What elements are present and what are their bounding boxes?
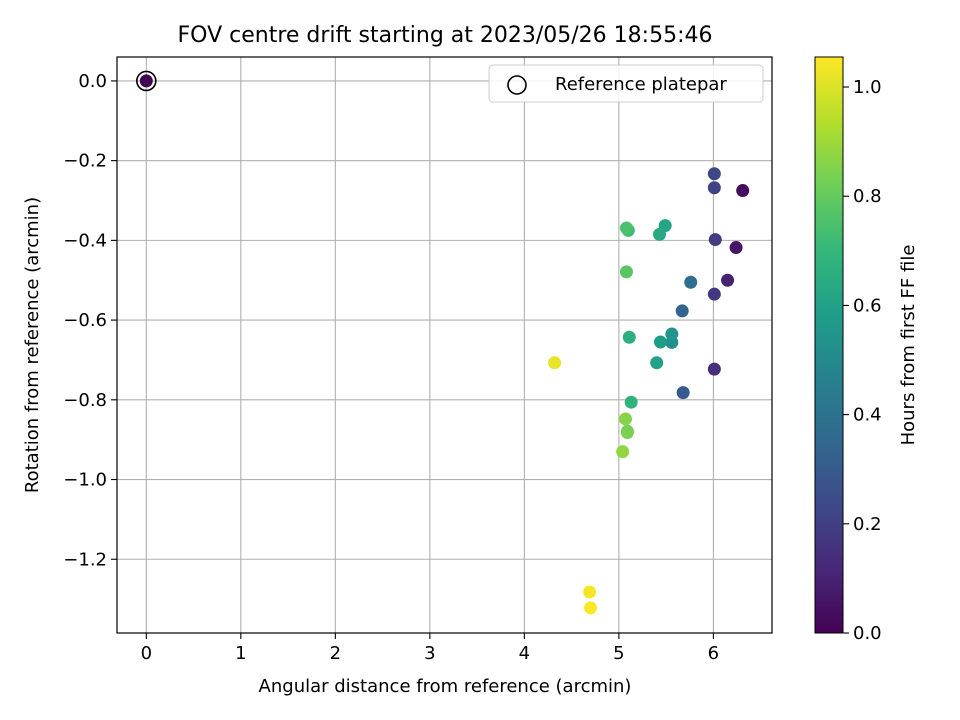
data-point [729, 241, 743, 255]
y-tick-label: −0.4 [63, 230, 107, 251]
reference-point [136, 70, 157, 92]
data-point [618, 412, 632, 426]
reference-point-marker [136, 70, 157, 92]
data-point [676, 386, 690, 400]
x-tick-label: 5 [613, 643, 624, 664]
data-point [665, 327, 679, 341]
data-point [619, 221, 633, 235]
colorbar-tick-label: 0.2 [853, 514, 882, 535]
data-point [620, 425, 634, 439]
data-point [584, 601, 598, 615]
colorbar-tick-label: 0.8 [853, 186, 882, 207]
x-tick-label: 4 [519, 643, 530, 664]
data-point [707, 362, 721, 376]
y-axis-ticks: 0.0 −0.2 −0.4 −0.6 −0.8 −1.0 −1.2 [63, 71, 117, 570]
x-tick-label: 2 [330, 643, 341, 664]
data-point [675, 304, 689, 318]
data-point [707, 167, 721, 181]
colorbar-gradient [814, 56, 844, 634]
y-tick-label: −1.0 [63, 470, 107, 491]
data-point [619, 265, 633, 279]
data-point [707, 287, 721, 301]
colorbar-ticks: 0.0 0.2 0.4 0.6 0.8 1.0 [843, 77, 882, 644]
legend: Reference platepar [488, 64, 764, 103]
y-tick-label: 0.0 [78, 71, 107, 92]
data-point [653, 227, 667, 241]
y-tick-label: −0.2 [63, 151, 107, 172]
legend-label: Reference platepar [555, 74, 727, 95]
y-tick-label: −1.2 [63, 549, 107, 570]
y-tick-label: −0.8 [63, 390, 107, 411]
axes-frame [116, 56, 773, 634]
x-tick-label: 0 [141, 643, 152, 664]
x-axis-ticks: 0 1 2 3 4 5 6 [141, 633, 719, 664]
data-point [684, 275, 698, 289]
data-point [616, 445, 630, 459]
data-point [707, 181, 721, 195]
colorbar-tick-label: 1.0 [853, 77, 882, 98]
scatter-points [548, 167, 750, 615]
colorbar-label: Hours from first FF file [898, 245, 919, 446]
x-tick-label: 3 [424, 643, 435, 664]
chart-title: FOV centre drift starting at 2023/05/26 … [178, 23, 713, 48]
plot-area [116, 56, 773, 634]
data-point [548, 356, 562, 370]
data-point [653, 335, 667, 349]
grid-lines [117, 57, 772, 633]
colorbar-tick-label: 0.4 [853, 405, 882, 426]
legend-marker [507, 75, 527, 95]
colorbar-tick-label: 0.0 [853, 623, 882, 644]
data-point [721, 273, 735, 287]
x-tick-label: 1 [235, 643, 246, 664]
data-point [708, 233, 722, 247]
data-point [622, 330, 636, 344]
y-tick-label: −0.6 [63, 310, 107, 331]
colorbar: 0.0 0.2 0.4 0.6 0.8 1.0 Hours from first FF f… [814, 56, 919, 644]
reference-point-fill [139, 74, 153, 88]
x-axis-label: Angular distance from reference (arcmin) [259, 676, 632, 697]
data-point [624, 395, 638, 409]
data-point [583, 585, 597, 599]
x-tick-label: 6 [708, 643, 719, 664]
legend-box [488, 64, 764, 103]
data-point [736, 184, 750, 198]
colorbar-tick-label: 0.6 [853, 295, 882, 316]
data-point [650, 356, 664, 370]
y-axis-label: Rotation from reference (arcmin) [22, 197, 43, 493]
